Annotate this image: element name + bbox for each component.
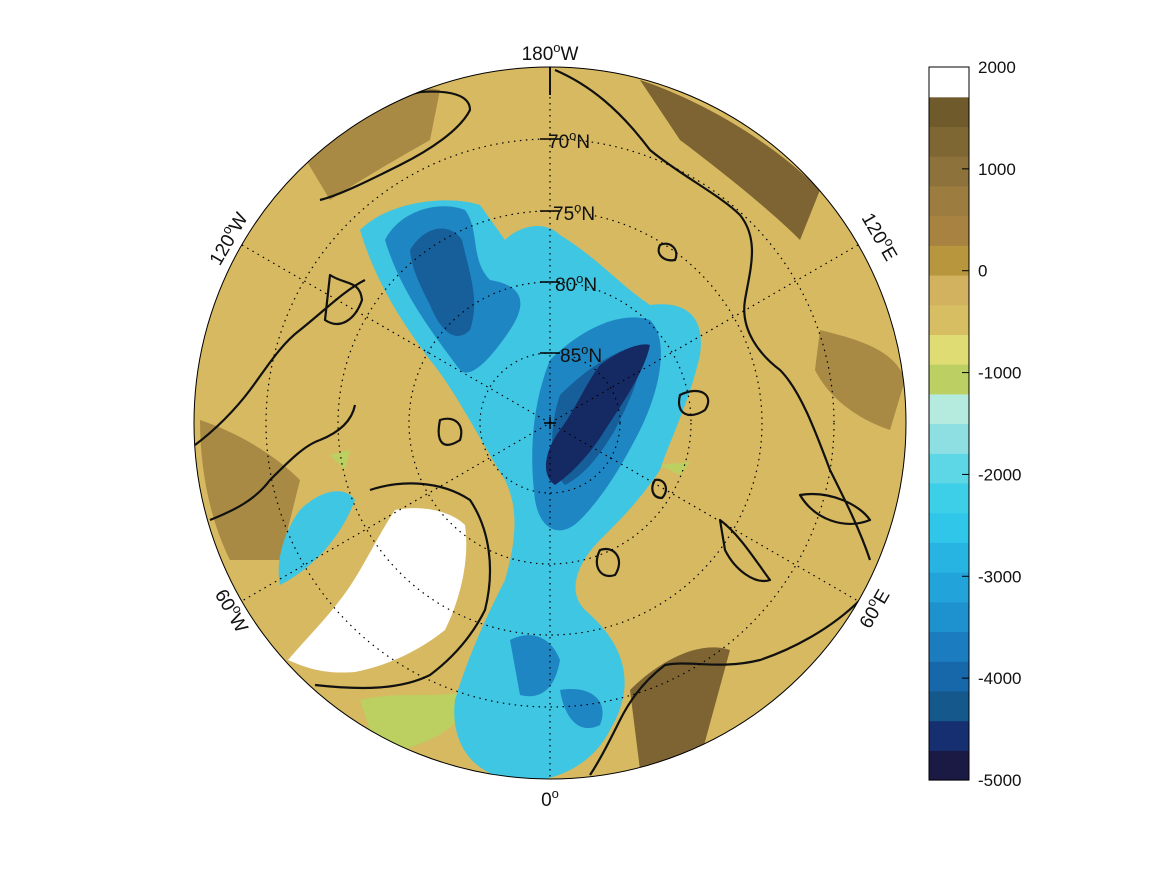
- colorbar-tick-label: -2000: [978, 465, 1021, 484]
- colorbar-band: [929, 364, 969, 395]
- land-relief: [200, 80, 905, 770]
- colorbar-band: [929, 750, 969, 781]
- colorbar-frame: [928, 66, 970, 781]
- colorbar-tick-label: -3000: [978, 567, 1021, 586]
- colorbar-band: [929, 542, 969, 573]
- parallel-85n: [479, 352, 621, 494]
- coast-islands: [323, 242, 872, 583]
- scandinavia-highlands: [630, 647, 730, 770]
- colorbar-tick-label: 1000: [978, 160, 1016, 179]
- colorbar-band: [929, 661, 969, 692]
- colorbar-band: [929, 393, 969, 425]
- siberia-highlands: [640, 80, 820, 240]
- colorbar-band: [929, 453, 969, 484]
- colorbar-bands: [929, 67, 969, 781]
- coastlines: [194, 68, 872, 776]
- colorbar-band: [929, 720, 969, 751]
- parallel-label-70n: 70oN: [548, 128, 590, 153]
- colorbar-band: [929, 67, 969, 98]
- canada-highlands: [200, 420, 300, 560]
- parallel-label-85n: 85oN: [560, 342, 602, 367]
- alaska-highlands: [300, 88, 440, 200]
- arctic-ocean-bathymetry: [278, 200, 701, 779]
- parallel-label-75n: 75oN: [553, 200, 595, 225]
- coast-europe: [589, 599, 861, 776]
- colorbar-band: [929, 482, 969, 514]
- coast-siberia: [554, 68, 872, 561]
- asia-highlands: [815, 330, 905, 430]
- colorbar-band: [929, 631, 969, 662]
- meridian-label-0: 0o: [541, 786, 559, 811]
- parallel-75n: [337, 210, 763, 636]
- parallel-label-80n: 80oN: [555, 271, 597, 296]
- colorbar-band: [929, 274, 969, 306]
- parallel-70n: [265, 138, 835, 708]
- greenland-ice-sheet: [288, 508, 467, 673]
- colorbar-ticks: 2000 1000 0 -1000 -2000 -3000 -4000 -5000: [962, 58, 1021, 790]
- colorbar-tick-label: 2000: [978, 58, 1016, 77]
- colorbar-band: [929, 304, 969, 335]
- colorbar-tick-label: -1000: [978, 364, 1021, 383]
- meridian-label-180w: 180oW: [522, 40, 579, 65]
- graticule: [241, 67, 859, 779]
- coast-greenland: [314, 482, 492, 690]
- elevation-colorbar: 2000 1000 0 -1000 -2000 -3000 -4000 -5000: [928, 58, 1021, 790]
- colorbar-band: [929, 601, 969, 633]
- polar-stereographic-map: 70oN 75oN 80oN 85oN 180oW 120oW 120oE 60…: [193, 40, 907, 811]
- colorbar-tick-label: -5000: [978, 771, 1021, 790]
- deepest-trench: [545, 344, 650, 485]
- colorbar-band: [929, 185, 969, 217]
- colorbar-tick-label: 0: [978, 262, 987, 281]
- parallel-labels: 70oN 75oN 80oN 85oN: [540, 128, 602, 367]
- colorbar-band: [929, 334, 969, 365]
- parallel-80n: [408, 281, 692, 565]
- colorbar-band: [929, 156, 969, 187]
- colorbar-band: [929, 96, 969, 128]
- colorbar-tick-label: -4000: [978, 669, 1021, 688]
- norwegian-basin: [510, 635, 603, 729]
- colorbar-band: [929, 572, 969, 603]
- colorbar-band: [929, 690, 969, 722]
- map-frame: [193, 66, 907, 780]
- colorbar-band: [929, 126, 969, 157]
- colorbar-band: [929, 423, 969, 454]
- colorbar-band: [929, 215, 969, 246]
- map-fill-layers: [194, 68, 905, 779]
- colorbar-band: [929, 512, 969, 543]
